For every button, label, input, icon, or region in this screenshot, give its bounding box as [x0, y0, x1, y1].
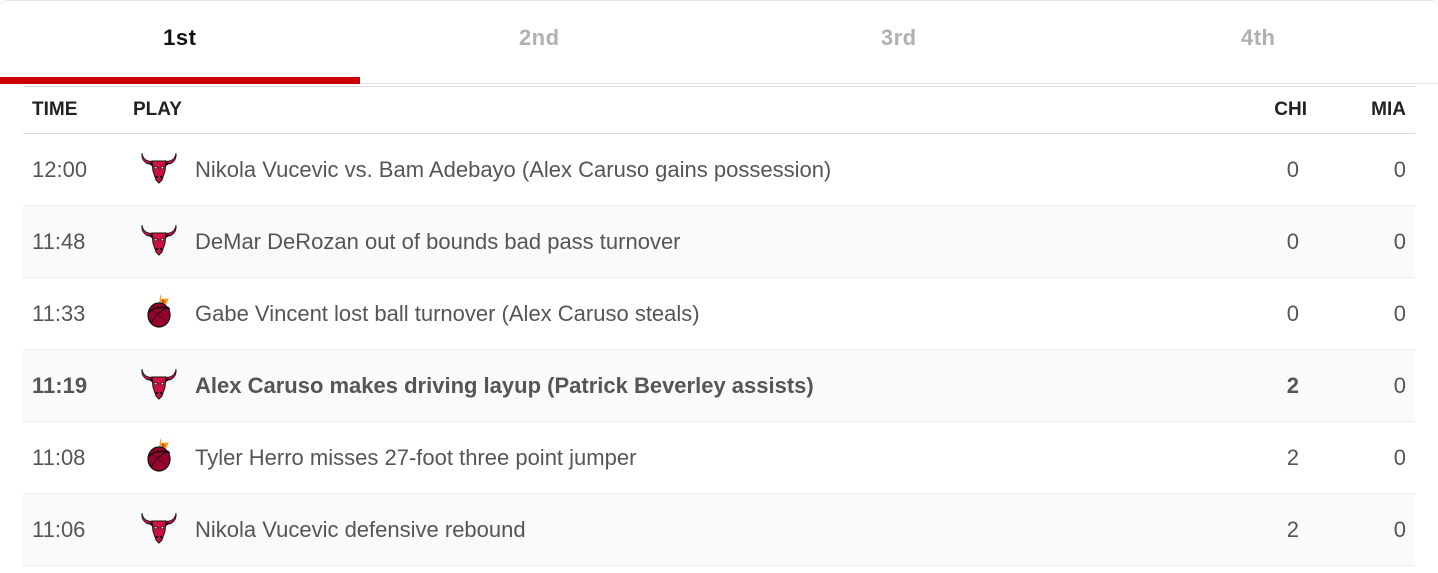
play-column-header: PLAY	[133, 99, 1215, 121]
play-description: Tyler Herro misses 27-foot three point j…	[195, 445, 636, 471]
tab-label: 1st	[163, 25, 196, 51]
bulls-logo-icon	[139, 365, 179, 401]
chi-score: 2	[1215, 373, 1315, 399]
bulls-logo-icon	[139, 221, 179, 257]
play-cell: Gabe Vincent lost ball turnover (Alex Ca…	[133, 299, 1215, 329]
quarter-tabs: 1st 2nd 3rd 4th	[0, 1, 1438, 84]
time-column-header: TIME	[23, 99, 133, 121]
play-time: 11:48	[23, 229, 133, 255]
play-time: 11:08	[23, 445, 133, 471]
heat-logo-icon	[139, 437, 179, 473]
mia-column-header: MIA	[1315, 99, 1415, 121]
play-time: 12:00	[23, 157, 133, 183]
play-cell: Tyler Herro misses 27-foot three point j…	[133, 443, 1215, 473]
chi-score: 0	[1215, 229, 1315, 255]
play-time: 11:06	[23, 517, 133, 543]
mia-score: 0	[1315, 229, 1415, 255]
mia-score: 0	[1315, 517, 1415, 543]
play-description: Alex Caruso makes driving layup (Patrick…	[195, 373, 814, 399]
chi-score: 0	[1215, 301, 1315, 327]
play-cell: DeMar DeRozan out of bounds bad pass tur…	[133, 227, 1215, 257]
table-row: 11:06 Nikola Vucevic defensive rebound 2…	[23, 494, 1415, 566]
play-description: Nikola Vucevic defensive rebound	[195, 517, 526, 543]
tab-label: 2nd	[519, 25, 560, 51]
mia-score: 0	[1315, 301, 1415, 327]
chi-column-header: CHI	[1215, 99, 1315, 121]
play-description: Gabe Vincent lost ball turnover (Alex Ca…	[195, 301, 700, 327]
play-description: DeMar DeRozan out of bounds bad pass tur…	[195, 229, 681, 255]
tab-label: 4th	[1241, 25, 1276, 51]
tab-3rd[interactable]: 3rd	[719, 1, 1079, 83]
bulls-logo-icon	[139, 509, 179, 545]
play-description: Nikola Vucevic vs. Bam Adebayo (Alex Car…	[195, 157, 831, 183]
active-tab-indicator	[0, 77, 360, 84]
table-row: 11:08 Tyler Herro misses 27-foot three p…	[23, 422, 1415, 494]
chi-score: 2	[1215, 517, 1315, 543]
mia-score: 0	[1315, 373, 1415, 399]
heat-logo-icon	[139, 293, 179, 329]
play-cell: Nikola Vucevic defensive rebound	[133, 515, 1215, 545]
table-header-row: TIME PLAY CHI MIA	[23, 86, 1415, 134]
play-time: 11:19	[23, 373, 133, 399]
mia-score: 0	[1315, 445, 1415, 471]
play-cell: Alex Caruso makes driving layup (Patrick…	[133, 371, 1215, 401]
chi-score: 0	[1215, 157, 1315, 183]
play-time: 11:33	[23, 301, 133, 327]
bulls-logo-icon	[139, 149, 179, 185]
tab-1st[interactable]: 1st	[0, 1, 360, 83]
plays-table: TIME PLAY CHI MIA 12:00 Nikola Vucevic v…	[23, 86, 1415, 566]
play-cell: Nikola Vucevic vs. Bam Adebayo (Alex Car…	[133, 155, 1215, 185]
table-row: 11:19 Alex Caruso makes driving layup (P…	[23, 350, 1415, 422]
table-row: 11:33 Gabe Vincent lost ball turnover (A…	[23, 278, 1415, 350]
mia-score: 0	[1315, 157, 1415, 183]
tab-4th[interactable]: 4th	[1079, 1, 1438, 83]
tab-label: 3rd	[881, 25, 917, 51]
tab-2nd[interactable]: 2nd	[360, 1, 720, 83]
table-row: 12:00 Nikola Vucevic vs. Bam Adebayo (Al…	[23, 134, 1415, 206]
table-row: 11:48 DeMar DeRozan out of bounds bad pa…	[23, 206, 1415, 278]
chi-score: 2	[1215, 445, 1315, 471]
